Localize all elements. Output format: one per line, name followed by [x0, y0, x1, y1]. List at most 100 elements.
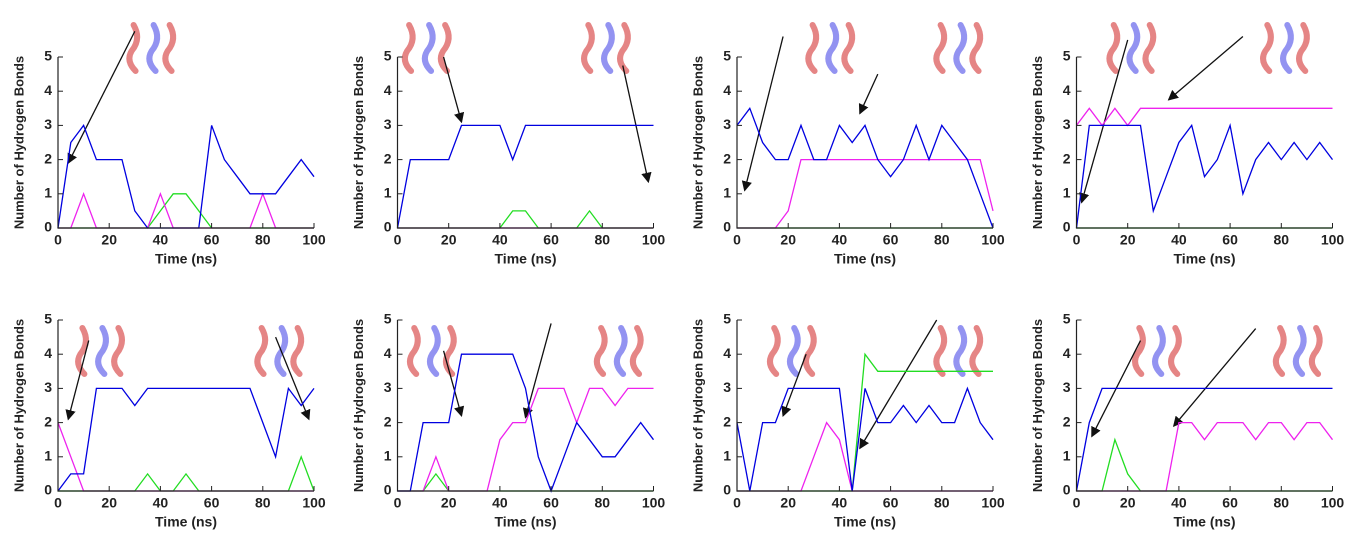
y-axis-label: Number of Hydrogen Bonds: [690, 319, 705, 492]
series-line: [1075, 387, 1333, 492]
x-axis-label: Time (ns): [1174, 251, 1236, 267]
x-tick-label: 80: [255, 232, 271, 248]
series-line: [397, 472, 654, 492]
y-tick-label: 2: [723, 150, 731, 166]
y-tick-label: 2: [44, 413, 52, 429]
x-tick-label: 60: [204, 495, 220, 511]
x-tick-label: 100: [1321, 232, 1345, 248]
x-tick-label: 60: [543, 232, 559, 248]
y-tick-label: 2: [723, 413, 731, 429]
x-tick-label: 100: [302, 232, 326, 248]
y-tick-label: 5: [44, 311, 52, 327]
peptide-cartoon: [290, 325, 305, 377]
y-tick-label: 5: [384, 48, 392, 64]
y-tick-label: 1: [1063, 448, 1071, 464]
peptide-cartoon: [1152, 325, 1166, 377]
annotation-arrow: [741, 36, 784, 192]
peptide-cartoon: [95, 325, 109, 377]
x-tick-label: 40: [153, 495, 169, 511]
peptide-cartoon: [766, 325, 781, 377]
peptide-cartoon: [933, 22, 948, 74]
x-tick-label: 100: [302, 495, 326, 511]
y-tick-label: 4: [1063, 345, 1071, 361]
y-tick-label: 0: [44, 482, 52, 498]
y-tick-label: 2: [1063, 150, 1071, 166]
axes: [1075, 320, 1333, 492]
x-tick-label: 80: [595, 495, 611, 511]
peptide-cartoon: [617, 22, 631, 74]
y-tick-label: 2: [384, 413, 392, 429]
y-tick-label: 0: [384, 482, 392, 498]
y-axis-label: Number of Hydrogen Bonds: [1030, 56, 1045, 229]
peptide-cartoon: [1132, 325, 1146, 377]
x-tick-label: 80: [934, 232, 950, 248]
panel: 0 1 2 3 4 5 0 20 40 60 80 100 Time (ns) Number of Hyd…: [1030, 311, 1344, 530]
axes: [57, 320, 314, 492]
y-tick-label: 4: [384, 82, 392, 98]
x-tick-label: 40: [832, 232, 848, 248]
peptide-cartoon: [786, 325, 801, 377]
x-tick-label: 60: [1222, 495, 1238, 511]
y-axis-label: Number of Hydrogen Bonds: [11, 56, 26, 229]
x-axis-label: Time (ns): [1174, 514, 1236, 530]
peptide-cartoon: [613, 325, 628, 377]
series-line: [57, 386, 315, 492]
y-tick-label: 3: [44, 379, 52, 395]
y-tick-label: 2: [44, 150, 52, 166]
series-line: [736, 386, 994, 492]
x-tick-label: 20: [101, 495, 117, 511]
y-tick-label: 1: [44, 448, 52, 464]
x-tick-label: 0: [1073, 232, 1081, 248]
x-tick-label: 40: [492, 495, 508, 511]
axes: [396, 57, 654, 229]
panel: 0 1 2 3 4 5 0 20 40 60 80 100 Time (ns) Number of Hyd…: [11, 311, 325, 530]
y-tick-label: 3: [44, 116, 52, 132]
peptide-cartoon: [1142, 22, 1157, 74]
annotation-arrow: [859, 319, 938, 450]
y-tick-label: 2: [384, 150, 392, 166]
y-axis-label: Number of Hydrogen Bonds: [690, 56, 705, 229]
peptide-cartoon: [825, 22, 840, 74]
peptide-cartoon: [1308, 325, 1323, 377]
y-tick-label: 0: [384, 219, 392, 235]
series-line: [396, 124, 654, 229]
peptide-cartoon: [1280, 22, 1294, 74]
annotation-arrow: [1172, 328, 1257, 428]
x-tick-label: 100: [642, 495, 666, 511]
peptide-cartoon: [274, 325, 289, 377]
x-tick-label: 0: [394, 495, 402, 511]
peptide-cartoon: [841, 22, 856, 74]
y-tick-label: 4: [44, 345, 52, 361]
panel: 0 1 2 3 4 5 0 20 40 60 80 100 Time (ns) Number of Hyd…: [690, 22, 1005, 267]
y-tick-label: 0: [1063, 219, 1071, 235]
x-tick-label: 20: [780, 232, 796, 248]
y-tick-label: 5: [1063, 311, 1071, 327]
x-tick-label: 40: [1171, 495, 1187, 511]
peptide-cartoon: [1168, 325, 1182, 377]
peptide-cartoon: [401, 22, 416, 74]
y-tick-label: 3: [1063, 116, 1071, 132]
peptide-cartoon: [421, 22, 436, 74]
y-axis-label: Number of Hydrogen Bonds: [351, 56, 366, 229]
series-line: [736, 106, 994, 229]
annotation-arrow: [274, 336, 311, 421]
series-line: [737, 158, 994, 229]
y-tick-label: 0: [1063, 482, 1071, 498]
series-line: [737, 421, 993, 492]
panel: 0 1 2 3 4 5 0 20 40 60 80 100 Time (ns) Number of Hyd…: [1030, 22, 1345, 267]
x-tick-label: 80: [595, 232, 611, 248]
peptide-cartoon: [969, 325, 984, 377]
annotation-arrow: [442, 56, 465, 124]
x-tick-label: 20: [441, 232, 457, 248]
y-tick-label: 4: [1063, 82, 1071, 98]
annotation-arrow: [858, 73, 879, 115]
y-tick-label: 3: [1063, 379, 1071, 395]
peptide-cartoon: [442, 325, 457, 377]
peptide-cartoon: [1260, 22, 1274, 74]
x-tick-label: 100: [1321, 495, 1345, 511]
y-tick-label: 3: [723, 379, 731, 395]
peptide-cartoon: [162, 22, 177, 74]
x-tick-label: 20: [101, 232, 117, 248]
x-tick-label: 100: [981, 495, 1005, 511]
